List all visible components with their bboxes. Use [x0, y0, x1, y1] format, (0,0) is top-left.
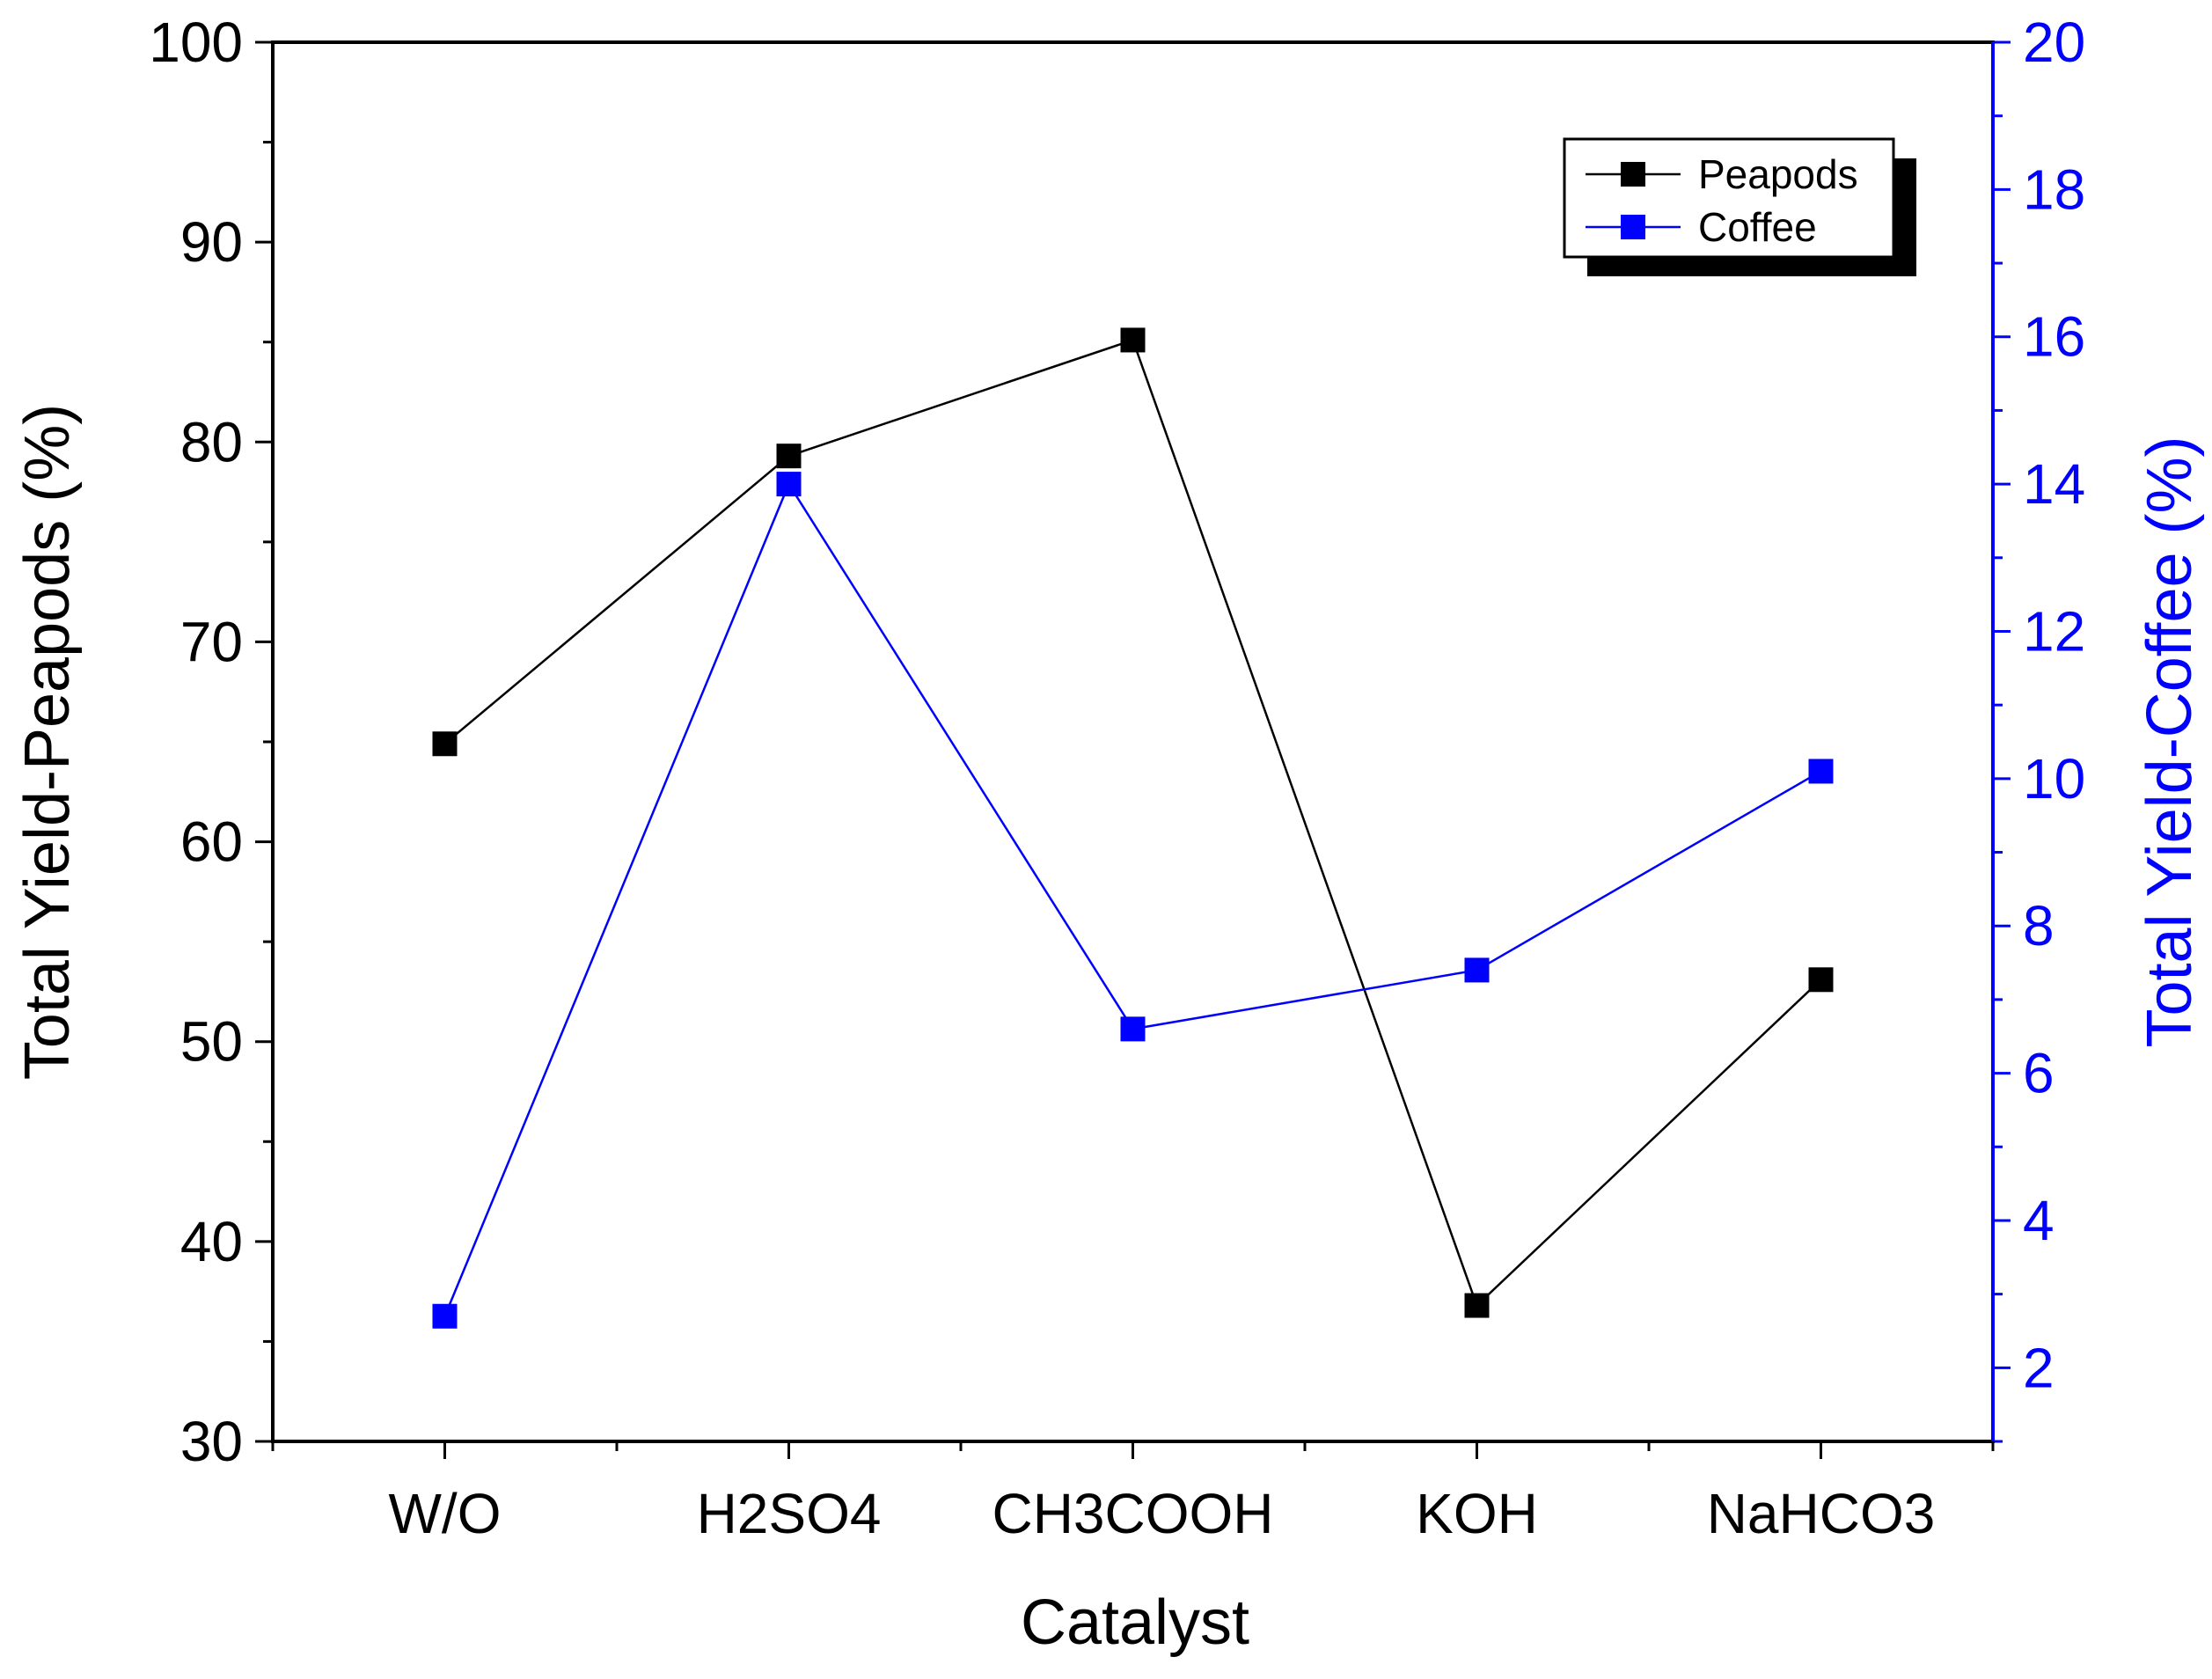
left-tick-label: 40: [180, 1210, 243, 1273]
left-tick-label: 80: [180, 410, 243, 473]
legend-box: [1563, 137, 1895, 259]
marker-coffee: [776, 472, 802, 497]
left-tick-label: 70: [180, 610, 243, 673]
right-tick-label: 12: [2023, 599, 2085, 663]
x-tick-label: H2SO4: [697, 1482, 882, 1545]
right-tick-label: 20: [2023, 11, 2085, 74]
x-tick-label: KOH: [1416, 1482, 1538, 1545]
right-tick-label: 2: [2023, 1336, 2055, 1399]
right-tick-label: 10: [2023, 747, 2085, 810]
marker-coffee: [432, 1303, 458, 1329]
x-tick-label: NaHCO3: [1707, 1482, 1936, 1545]
left-axis-ticks: 30 40 50 60 70 80 90 100: [149, 11, 273, 1473]
legend-marker-peapods: [1621, 162, 1645, 187]
left-tick-label: 60: [180, 810, 243, 874]
series-line-coffee: [443, 481, 1822, 1317]
legend-label-peapods: Peapods: [1698, 151, 1858, 197]
marker-peapods: [1808, 967, 1834, 993]
x-axis-title: Catalyst: [1021, 1587, 1249, 1658]
marker-coffee: [1120, 1016, 1146, 1042]
left-tick-label: 100: [149, 11, 243, 74]
right-tick-label: 18: [2023, 158, 2085, 221]
right-axis-ticks: 2 4 6 8 10 12 14 16 18 20: [1993, 11, 2085, 1443]
marker-peapods: [776, 444, 802, 469]
left-axis-title: Total Yield-Peapods (%): [12, 404, 83, 1080]
right-tick-label: 14: [2023, 452, 2085, 516]
marker-peapods: [1464, 1293, 1490, 1318]
x-tick-label: W/O: [389, 1482, 502, 1545]
series-line-peapods: [443, 338, 1822, 1308]
legend-label-coffee: Coffee: [1698, 204, 1817, 250]
x-axis-ticks: W/O H2SO4 CH3COOH KOH NaHCO3: [271, 1441, 1995, 1545]
left-tick-label: 90: [180, 210, 243, 274]
legend: Peapods Coffee: [1563, 137, 1916, 276]
marker-coffee: [1464, 957, 1490, 983]
right-tick-label: 16: [2023, 305, 2085, 369]
left-tick-label: 50: [180, 1010, 243, 1074]
right-tick-label: 8: [2023, 894, 2055, 957]
marker-peapods: [432, 731, 458, 757]
marker-coffee: [1808, 759, 1834, 784]
x-tick-label: CH3COOH: [992, 1482, 1273, 1545]
legend-marker-coffee: [1621, 215, 1645, 239]
right-tick-label: 6: [2023, 1042, 2055, 1105]
marker-peapods: [1120, 327, 1146, 353]
right-axis-title: Total Yield-Coffee (%): [2135, 436, 2205, 1047]
left-tick-label: 30: [180, 1410, 243, 1473]
series-layer: [432, 327, 1834, 1329]
right-tick-label: 4: [2023, 1189, 2055, 1252]
